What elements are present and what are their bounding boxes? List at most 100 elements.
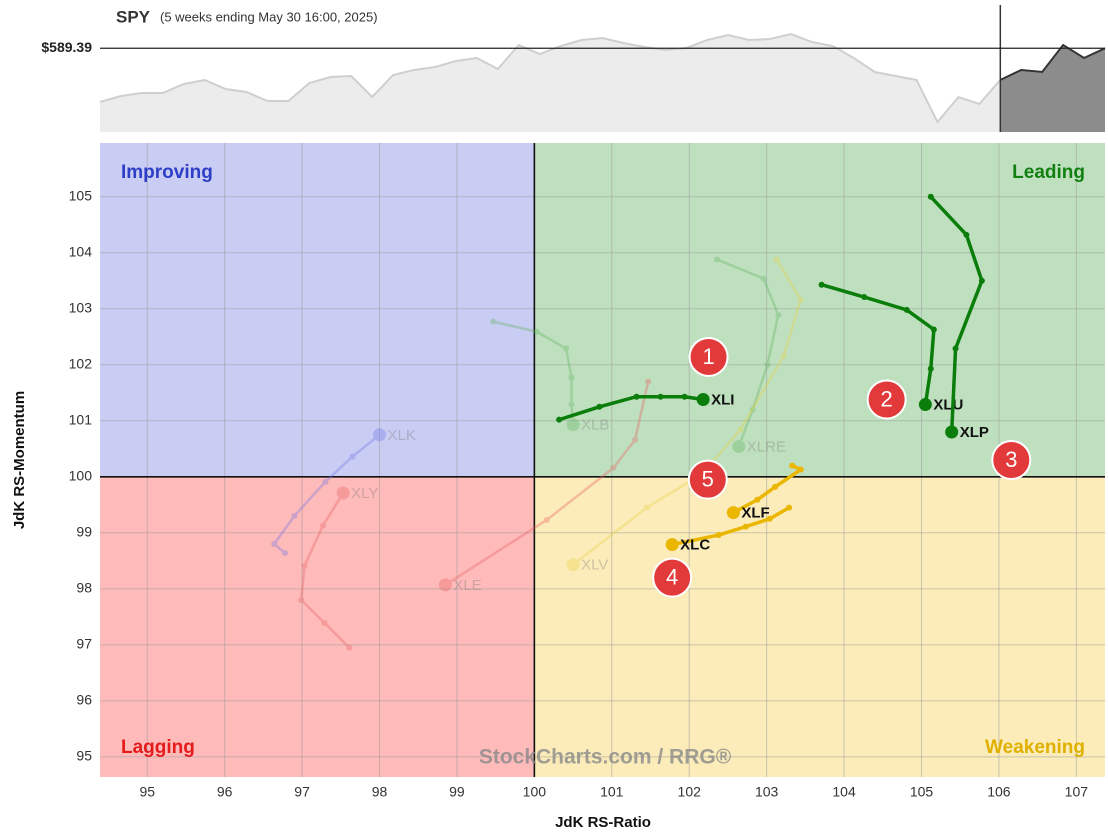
x-tick-label: 100 [523,784,547,800]
quadrant [534,476,1105,777]
annotation-number: 2 [881,386,893,411]
tail: XLU [818,281,963,414]
quadrant-label: Leading [1012,162,1085,183]
tail-point [714,256,721,263]
tail-point [490,318,497,325]
tail-point [291,513,298,520]
tail-line [493,320,575,425]
tail-head [566,558,580,572]
tail-point [346,644,353,651]
x-tick-label: 106 [987,784,1011,800]
series-label: XLI [711,391,734,408]
tail: XLI [556,391,734,423]
tail-point [715,532,722,539]
tail-line [821,283,936,405]
quadrant-label: Weakening [985,737,1085,758]
tail-point [797,296,804,303]
tail-point [282,549,289,556]
y-tick-label: 95 [76,748,92,764]
tail: XLF [726,462,804,522]
annotation-number: 5 [702,466,714,491]
x-tick-label: 104 [832,784,856,800]
tail-point [780,352,787,359]
annotation-marker [866,379,907,420]
tail-point [737,426,744,433]
y-tick-label: 97 [76,636,92,652]
watermark: StockCharts.com / RRG® [479,746,732,769]
tail-point [978,277,985,284]
series-label: XLB [581,417,609,434]
tail-point [749,406,756,413]
tail-head [696,393,710,407]
spy-line-highlight [999,43,1106,81]
tail-point [927,193,934,200]
x-tick-label: 99 [449,784,465,800]
tail-line [272,433,381,554]
tail-point [818,281,825,288]
price-label: $589.39 [41,39,92,55]
tail-point [322,478,329,485]
series-label: XLRE [747,439,786,456]
spy-area [100,34,1001,132]
spy-title: SPY [116,7,151,26]
tail-point [772,483,779,490]
tail-line [300,492,351,649]
tail-point [952,345,959,352]
annotation-number: 3 [1005,447,1017,472]
tail-point [319,522,326,529]
spy-area-highlight [1000,45,1105,132]
y-tick-label: 99 [76,524,92,540]
annotation-marker [688,336,729,377]
x-tick-label: 97 [294,784,310,800]
tail-point [681,393,688,400]
tail-head [945,425,959,439]
x-tick-label: 101 [600,784,624,800]
tail: XLRE [714,256,786,456]
y-tick-label: 105 [69,187,93,203]
tail-point [789,462,796,469]
series-label: XLU [933,397,963,414]
series-label: XLK [388,427,416,444]
y-tick-label: 102 [69,355,93,371]
tail-head [336,486,350,500]
annotation-number: 4 [666,564,678,589]
tail: XLE [438,378,652,594]
series-label: XLC [680,537,710,554]
tail-point [766,515,773,522]
tail-point [927,365,934,372]
tail-point [321,619,328,626]
quadrant [100,143,535,477]
tail: XLC [665,504,793,554]
quadrant [534,143,1105,477]
tail-point [930,326,937,333]
tail-point [556,416,563,423]
y-axis-label: JdK RS-Momentum [11,391,28,529]
tail-point [298,597,305,604]
tail-head [566,418,580,432]
tail-point [633,393,640,400]
tail-point [543,516,550,523]
tail: XLV [566,256,804,574]
y-tick-label: 100 [69,468,93,484]
x-tick-label: 102 [678,784,702,800]
tail-point [568,374,575,381]
tail-point [349,453,356,460]
tail-point [786,504,793,511]
tail-point [764,361,771,368]
y-tick-label: 96 [76,692,92,708]
annotation-marker [687,459,728,500]
x-axis-label: JdK RS-Ratio [555,814,651,831]
quadrant [100,476,535,777]
x-tick-label: 98 [372,784,388,800]
tail-line [716,258,780,447]
x-tick-label: 96 [217,784,233,800]
tail-line [572,258,802,566]
annotation-marker [991,440,1032,480]
annotation-marker [652,557,693,598]
x-tick-label: 95 [139,784,155,800]
tail: XLP [927,193,989,441]
tail-head [732,440,746,454]
tail-point [773,256,780,263]
tail-point [563,345,570,352]
